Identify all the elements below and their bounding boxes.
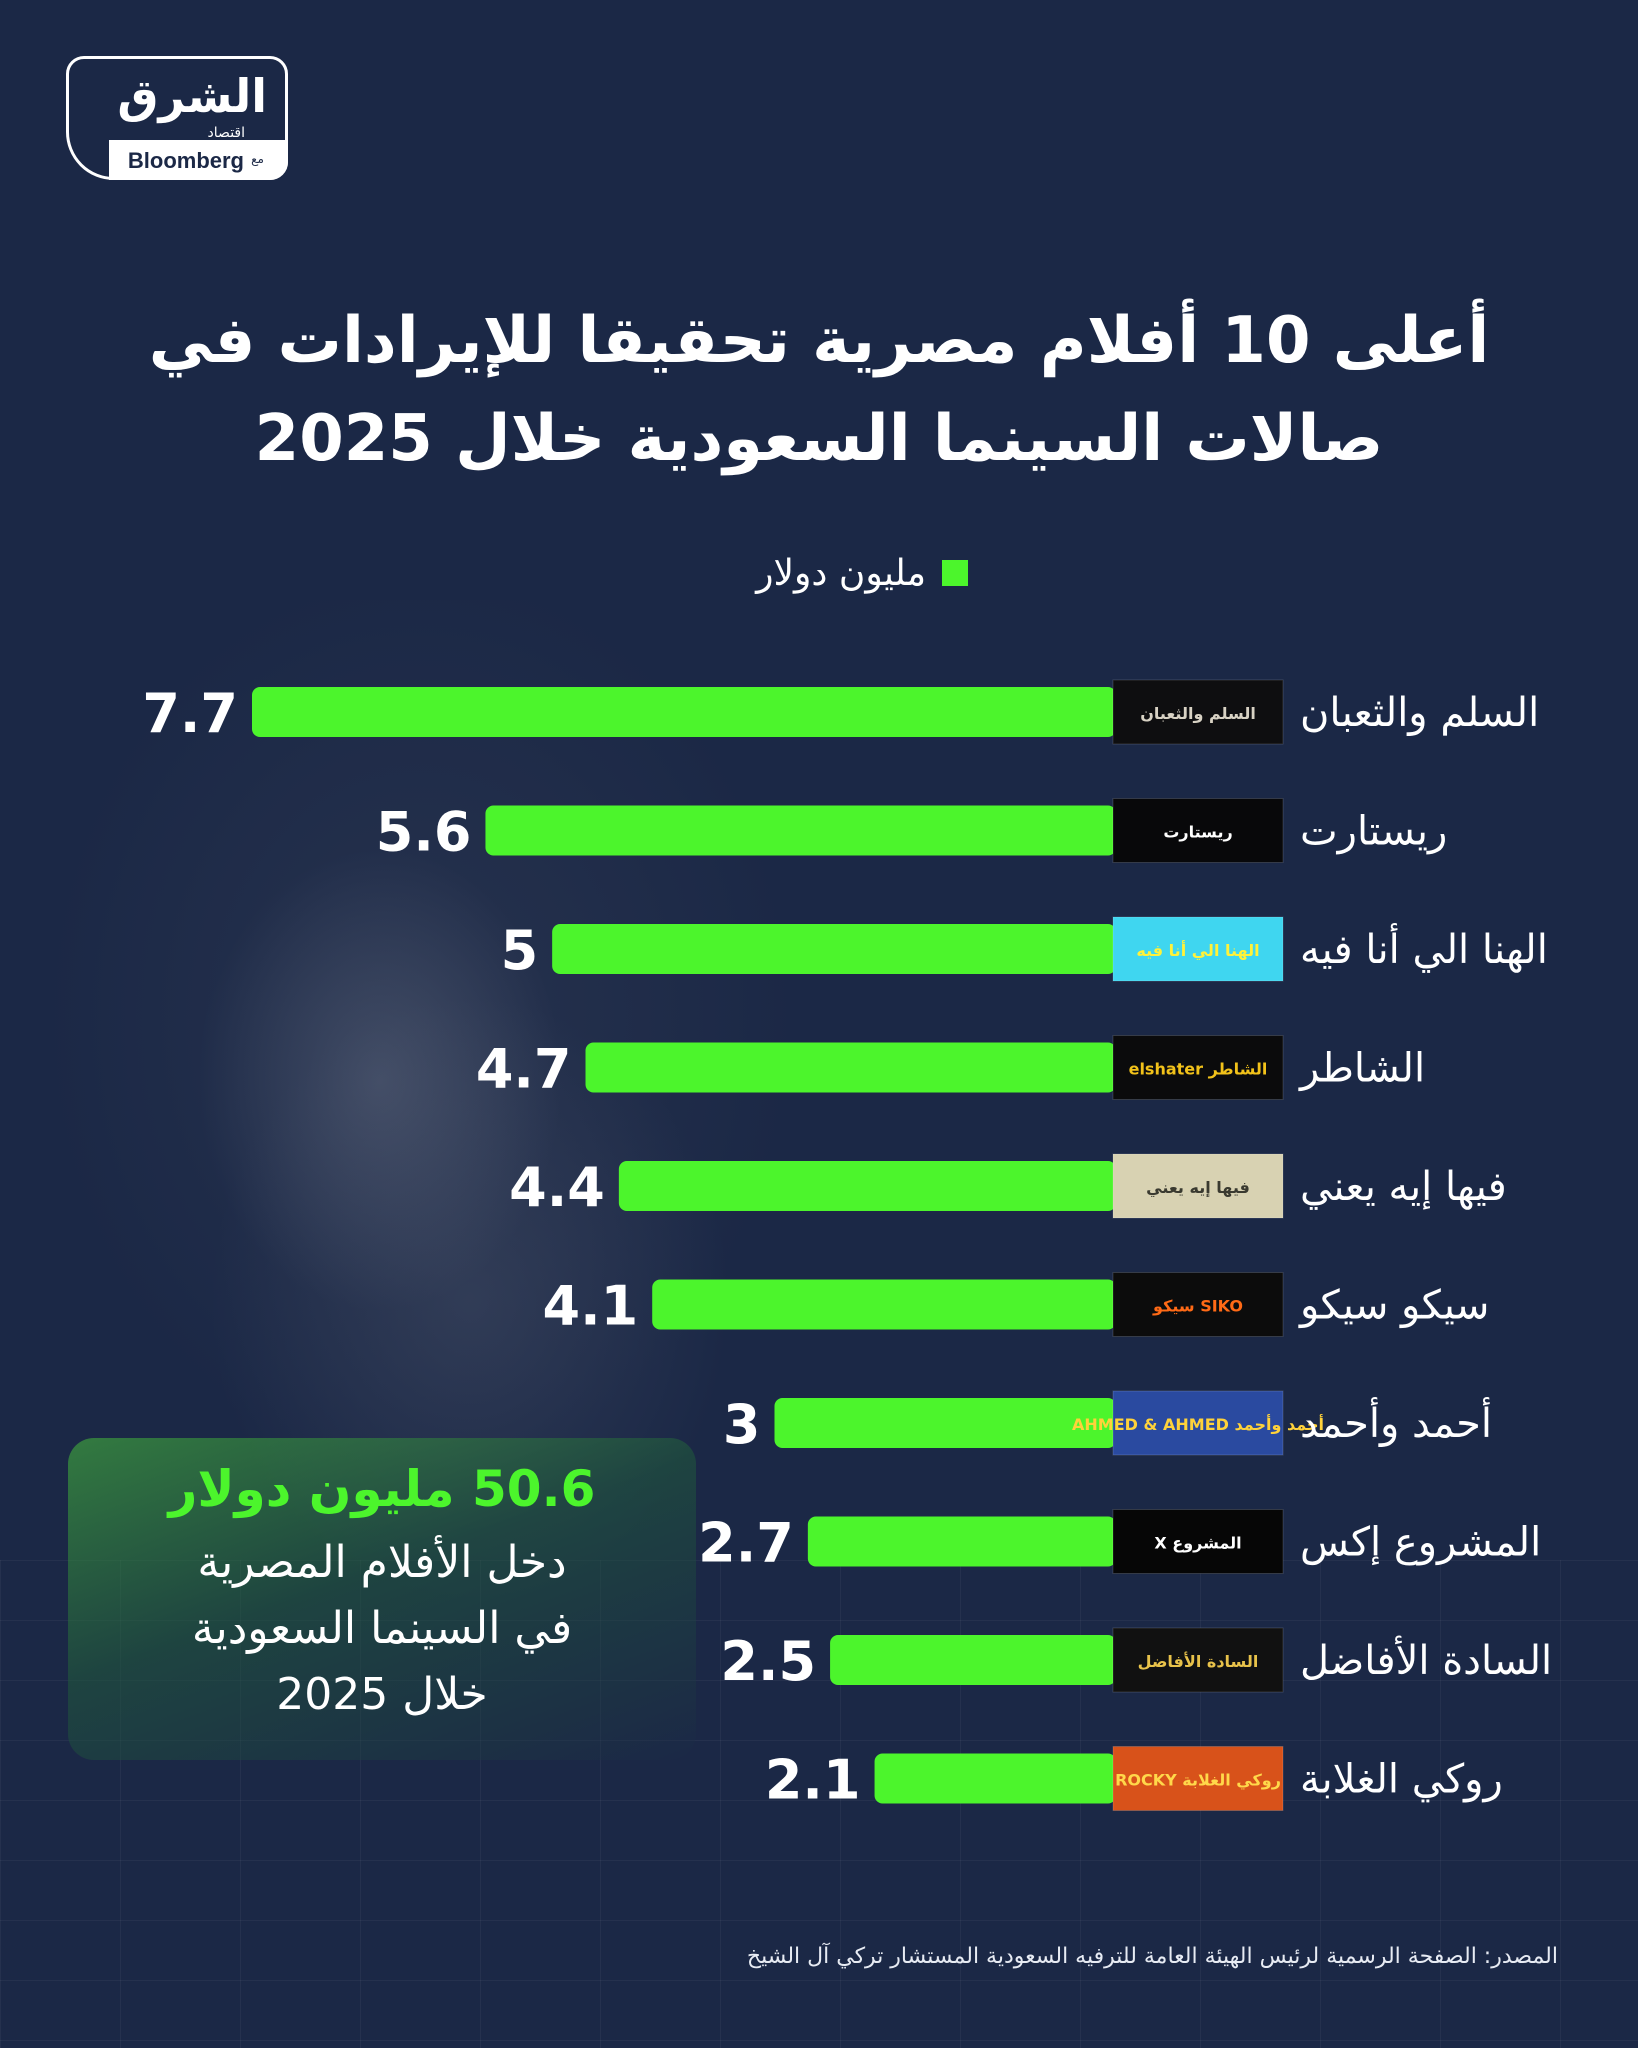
category-label: فيها إيه يعني — [1300, 1164, 1507, 1210]
bar-value-label: 4.4 — [509, 1156, 605, 1219]
callout-line-1: دخل الأفلام المصرية — [197, 1537, 567, 1588]
category-label: روكي الغلابة — [1300, 1757, 1503, 1803]
bar — [652, 1279, 1116, 1330]
bar-value-label: 4.7 — [476, 1038, 572, 1101]
poster-thumbnail — [1112, 1627, 1284, 1693]
poster-thumbnail — [1112, 1509, 1284, 1574]
poster-title: روكي الغلابة ROCKY — [1115, 1771, 1281, 1791]
chart-legend: مليون دولار — [756, 548, 968, 598]
category-label: ريستارت — [1300, 809, 1447, 855]
bar-chart: 7.7 السلم والثعبان السلم والثعبان 5.6 ريستار… — [142, 679, 1552, 1812]
bar-row-3: 5 الهنا الي أنا فيه الهنا الي أنا فيه — [501, 916, 1548, 982]
category-label: السادة الأفاضل — [1300, 1635, 1552, 1684]
poster-title: الشاطر elshater — [1129, 1060, 1268, 1079]
bar — [485, 805, 1116, 856]
poster-title: الهنا الي أنا فيه — [1136, 940, 1259, 961]
bar-row-8: 2.7 المشروع X المشروع إكس — [698, 1509, 1541, 1575]
poster-thumbnail — [1112, 1272, 1284, 1337]
bar-value-label: 2.1 — [765, 1749, 861, 1812]
bar — [585, 1042, 1116, 1093]
bar — [807, 1516, 1116, 1567]
bar-row-4: 4.7 الشاطر elshater الشاطر — [476, 1035, 1425, 1101]
poster-thumbnail — [1112, 1390, 1284, 1456]
poster-thumbnail — [1112, 679, 1284, 745]
bar — [552, 924, 1116, 974]
bar-row-1: 7.7 السلم والثعبان السلم والثعبان — [142, 679, 1539, 745]
poster-title: SIKO سيكو — [1152, 1297, 1243, 1316]
callout-text: دخل الأفلام المصرية في السينما السعودية … — [68, 1530, 696, 1728]
category-label: السلم والثعبان — [1300, 690, 1539, 736]
poster-thumbnail — [1112, 1746, 1284, 1811]
brand-sub: اقتصاد — [207, 125, 245, 141]
brand-partner: Bloomberg — [127, 148, 244, 173]
title-line-2: صالات السينما السعودية خلال 2025 — [254, 402, 1384, 476]
brand-with: مع — [251, 152, 264, 166]
bar — [874, 1753, 1116, 1804]
poster-title: السادة الأفاضل — [1138, 1652, 1259, 1671]
source-note: المصدر: الصفحة الرسمية لرئيس الهيئة العا… — [746, 1944, 1558, 1969]
poster-thumbnail — [1112, 1035, 1284, 1100]
bar-value-label: 5 — [501, 919, 539, 982]
bar-row-2: 5.6 ريستارت ريستارت — [376, 798, 1447, 864]
category-label: أحمد وأحمد — [1300, 1397, 1492, 1447]
poster-title: المشروع X — [1154, 1534, 1241, 1553]
bar-value-label: 4.1 — [543, 1275, 639, 1338]
poster-title: ريستارت — [1163, 823, 1232, 842]
poster-thumbnail — [1112, 1153, 1284, 1219]
poster-thumbnail — [1112, 798, 1284, 863]
bar — [252, 687, 1116, 737]
brand-logo: الشرق اقتصاد Bloomberg مع — [66, 56, 288, 180]
brand-name: الشرق — [117, 69, 267, 123]
poster-thumbnail — [1112, 916, 1284, 982]
bar-value-label: 3 — [723, 1393, 761, 1456]
poster-title: فيها إيه يعني — [1146, 1178, 1250, 1198]
bar-row-5: 4.4 فيها إيه يعني فيها إيه يعني — [509, 1153, 1507, 1219]
category-label: سيكو سيكو — [1298, 1283, 1489, 1329]
poster-title: أحمد وأحمد AHMED & AHMED — [1072, 1414, 1324, 1434]
legend-label: مليون دولار — [756, 552, 926, 594]
bar-row-10: 2.1 روكي الغلابة ROCKY روكي الغلابة — [765, 1746, 1503, 1812]
poster-title: السلم والثعبان — [1140, 704, 1256, 723]
bar-value-label: 7.7 — [142, 682, 238, 745]
bar — [830, 1635, 1116, 1685]
bar — [774, 1398, 1116, 1448]
total-callout: 50.6 مليون دولار دخل الأفلام المصرية في … — [68, 1438, 696, 1760]
bar-value-label: 2.5 — [720, 1630, 816, 1693]
category-label: الهنا الي أنا فيه — [1300, 923, 1548, 973]
category-label: الشاطر — [1298, 1046, 1425, 1092]
bar-value-label: 2.7 — [698, 1512, 794, 1575]
bar — [618, 1161, 1116, 1211]
callout-highlight: 50.6 مليون دولار — [168, 1460, 596, 1518]
brand-strip: Bloomberg مع — [109, 140, 288, 180]
bar-row-6: 4.1 SIKO سيكو سيكو سيكو — [543, 1272, 1489, 1338]
category-label: المشروع إكس — [1300, 1520, 1541, 1566]
callout-line-2: في السينما السعودية — [191, 1603, 573, 1654]
title-line-1: أعلى 10 أفلام مصرية تحقيقا للإيرادات في — [148, 304, 1490, 378]
chart-title: أعلى 10 أفلام مصرية تحقيقا للإيرادات في … — [60, 292, 1578, 488]
bar-value-label: 5.6 — [376, 801, 472, 864]
bar-row-9: 2.5 السادة الأفاضل السادة الأفاضل — [720, 1627, 1552, 1693]
callout-line-3: خلال 2025 — [276, 1669, 488, 1720]
legend-swatch — [942, 560, 968, 586]
